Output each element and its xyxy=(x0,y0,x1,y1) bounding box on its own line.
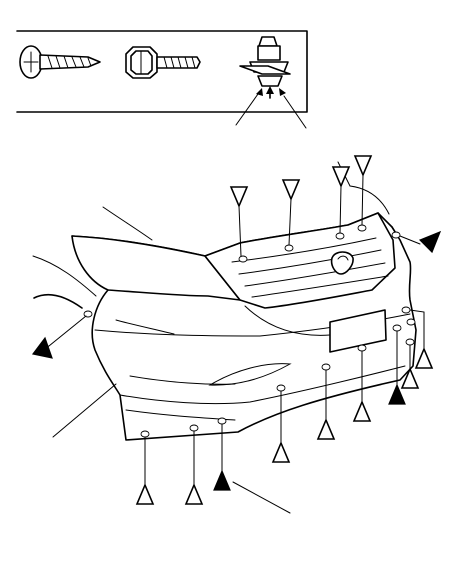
screw-callout xyxy=(352,350,372,422)
clip-callout xyxy=(388,330,406,405)
legend-frame xyxy=(16,30,308,113)
screw-callout xyxy=(331,166,351,234)
clip-leader-line xyxy=(232,481,291,514)
screw-callout xyxy=(414,329,434,369)
flange-bolt-icon xyxy=(125,46,201,79)
screw-callout xyxy=(184,430,204,505)
front-grille-icon xyxy=(204,212,396,309)
screw-callout xyxy=(135,436,155,505)
clip-callout xyxy=(31,315,87,359)
screw-callout xyxy=(229,186,249,257)
clip-callout xyxy=(213,423,231,491)
screw-callout xyxy=(316,369,336,440)
callouts xyxy=(31,155,442,514)
screw-callout xyxy=(271,390,291,463)
legend-box xyxy=(16,30,308,129)
screw-icon xyxy=(19,45,101,79)
clip-callout xyxy=(399,230,442,254)
screw-callout xyxy=(281,179,301,246)
headlight-icon xyxy=(71,235,241,301)
bumper-leader-line xyxy=(52,383,117,438)
front-bumper-icon xyxy=(91,226,425,441)
screw-callout xyxy=(353,155,373,226)
car-front xyxy=(32,161,425,441)
screw-callout xyxy=(400,344,420,389)
clip-icon xyxy=(239,36,291,99)
